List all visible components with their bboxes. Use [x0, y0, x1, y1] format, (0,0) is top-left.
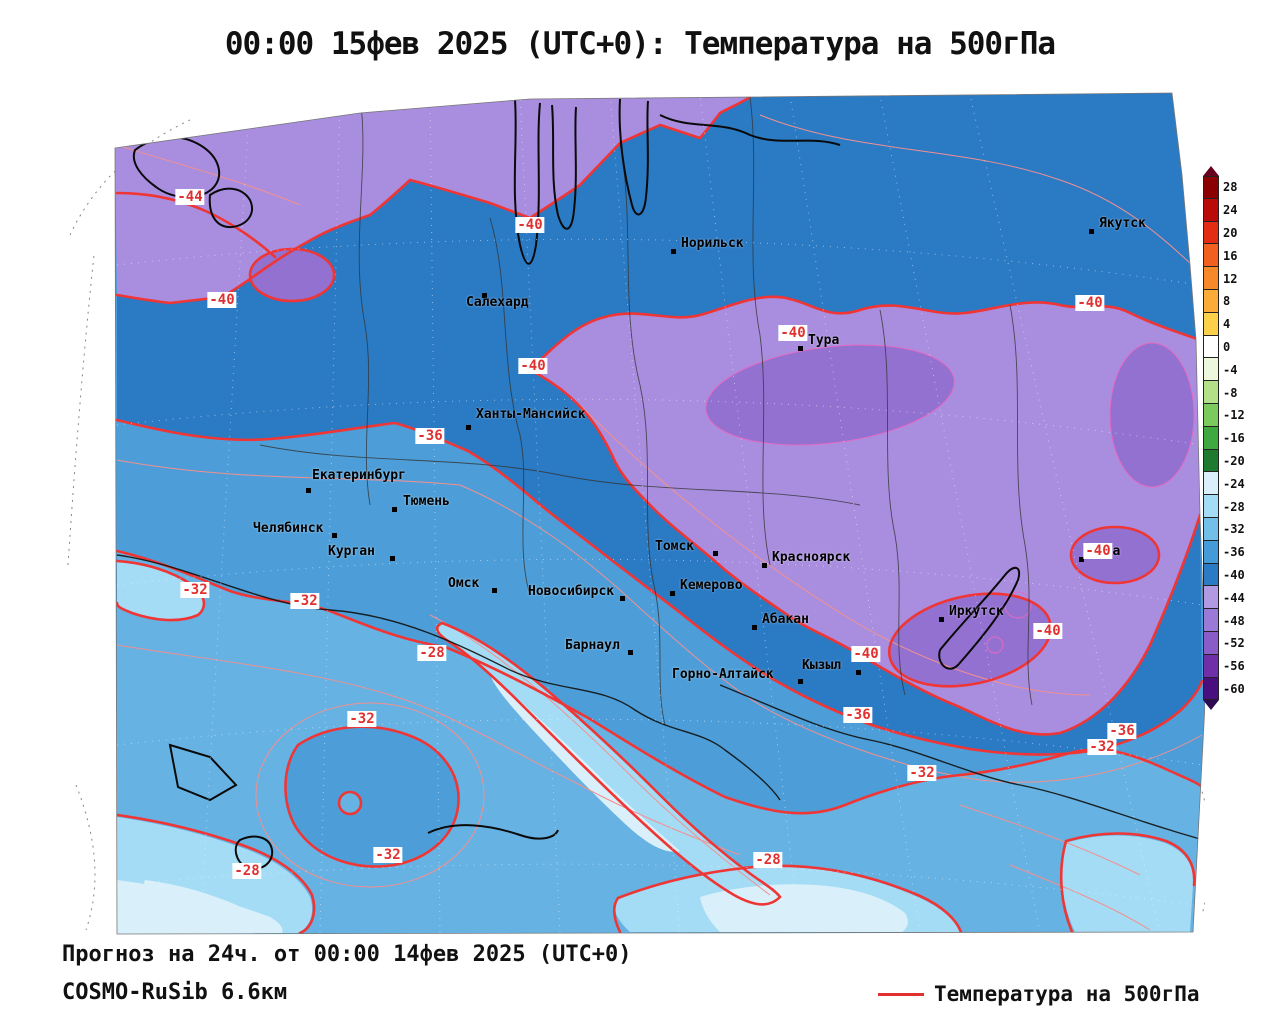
colorbar-cell: 0: [1203, 335, 1263, 359]
colorbar-cell: 8: [1203, 289, 1263, 313]
colorbar-cell: -12: [1203, 403, 1263, 427]
colorbar-cell: 16: [1203, 244, 1263, 268]
colorbar-cell: -36: [1203, 540, 1263, 564]
colorbar-cells: 28 24 20 16 12 8 4 0 -4 -8 -12 -16 -20 -24 -28 -32 -36 -4…: [1203, 176, 1263, 701]
colorbar-swatch: [1203, 449, 1219, 473]
colorbar-tick-label: -48: [1223, 613, 1245, 628]
colorbar-swatch: [1203, 540, 1219, 564]
colorbar-swatch: [1203, 221, 1219, 245]
colorbar-swatch: [1203, 289, 1219, 313]
temperature-colorbar: 28 24 20 16 12 8 4 0 -4 -8 -12 -16 -20 -24 -28 -32 -36 -4…: [1203, 166, 1263, 711]
region-purple-dark-pockets: [250, 249, 1194, 687]
colorbar-swatch: [1203, 267, 1219, 290]
colorbar-cell: -40: [1203, 563, 1263, 587]
colorbar-tick-label: 24: [1223, 203, 1238, 218]
colorbar-swatch: [1203, 677, 1219, 701]
colorbar-cell: 4: [1203, 312, 1263, 336]
colorbar-tick-label: 4: [1223, 317, 1231, 332]
colorbar-swatch: [1203, 517, 1219, 541]
colorbar-swatch: [1203, 335, 1219, 359]
map-area: Якутск Норильск Салехард Тура Ханты-Мансийск…: [60, 85, 1205, 945]
colorbar-tick-label: -4: [1223, 362, 1238, 377]
colorbar-swatch: [1203, 563, 1219, 587]
colorbar-cell: -24: [1203, 472, 1263, 496]
colorbar-tick-label: 8: [1223, 294, 1231, 309]
colorbar-cell: -60: [1203, 677, 1263, 701]
admin-borders: [259, 96, 1033, 726]
colorbar-cell: -56: [1203, 654, 1263, 678]
colorbar-swatch: [1203, 312, 1219, 336]
page-title: 00:00 15фев 2025 (UTC+0): Температура на…: [224, 26, 1056, 62]
colorbar-tick-label: 28: [1223, 180, 1238, 195]
model-info-line: COSMO-RuSib 6.6км: [62, 980, 288, 1005]
colorbar-cell: 12: [1203, 267, 1263, 290]
colorbar-cell: 28: [1203, 176, 1263, 199]
colorbar-swatch: [1203, 472, 1219, 496]
colorbar-swatch: [1203, 586, 1219, 610]
colorbar-tick-label: -16: [1223, 431, 1245, 446]
domain-outline: [114, 92, 1205, 935]
colorbar-cell: -4: [1203, 358, 1263, 382]
colorbar-top-arrow: [1203, 166, 1219, 176]
colorbar-swatch: [1203, 495, 1219, 518]
map-graticule: [116, 94, 1203, 934]
colorbar-cell: -28: [1203, 495, 1263, 518]
colorbar-tick-label: -56: [1223, 659, 1245, 674]
colorbar-tick-label: -36: [1223, 545, 1245, 560]
colorbar-tick-label: -52: [1223, 636, 1245, 651]
colorbar-cell: -52: [1203, 631, 1263, 655]
colorbar-cell: -44: [1203, 586, 1263, 610]
colorbar-swatch: [1203, 609, 1219, 632]
colorbar-tick-label: -12: [1223, 408, 1245, 423]
colorbar-cell: -20: [1203, 449, 1263, 473]
colorbar-swatch: [1203, 381, 1219, 404]
legend: Температура на 500гПа: [878, 982, 1200, 1006]
forecast-info-line: Прогноз на 24ч. от 00:00 14фев 2025 (UTC…: [62, 942, 632, 967]
colorbar-tick-label: -60: [1223, 681, 1245, 696]
colorbar-swatch: [1203, 198, 1219, 222]
contours-thick-red: [115, 95, 1204, 934]
colorbar-cell: 20: [1203, 221, 1263, 245]
colorbar-tick-label: -32: [1223, 522, 1245, 537]
coastlines: [132, 98, 1021, 870]
colorbar-tick-label: 16: [1223, 248, 1238, 263]
colorbar-tick-label: -40: [1223, 567, 1245, 582]
colorbar-cell: -48: [1203, 609, 1263, 632]
colorbar-tick-label: -24: [1223, 476, 1245, 491]
region-closed-pocket: [285, 726, 459, 867]
colorbar-swatch: [1203, 403, 1219, 427]
margin-graticule: [67, 119, 1205, 931]
colorbar-swatch: [1203, 358, 1219, 382]
country-borders: [116, 554, 1203, 841]
colorbar-tick-label: 12: [1223, 271, 1238, 286]
contours-magenta-thin: [705, 342, 1195, 654]
colorbar-swatch: [1203, 426, 1219, 450]
colorbar-cell: -32: [1203, 517, 1263, 541]
legend-red-line: [878, 992, 924, 996]
colorbar-tick-label: -20: [1223, 453, 1245, 468]
colorbar-tick-label: -44: [1223, 590, 1245, 605]
colorbar-swatch: [1203, 654, 1219, 678]
colorbar-cell: -16: [1203, 426, 1263, 450]
colorbar-tick-label: -8: [1223, 385, 1238, 400]
colorbar-cell: 24: [1203, 198, 1263, 222]
colorbar-cell: -8: [1203, 381, 1263, 404]
colorbar-swatch: [1203, 176, 1219, 199]
colorbar-tick-label: 20: [1223, 225, 1238, 240]
colorbar-swatch: [1203, 244, 1219, 268]
colorbar-bottom-arrow: [1203, 700, 1219, 711]
legend-label: Температура на 500гПа: [934, 982, 1200, 1006]
pocket-inner-ring: [339, 792, 361, 814]
forecast-map: [67, 92, 1205, 935]
colorbar-tick-label: 0: [1223, 339, 1231, 354]
colorbar-swatch: [1203, 631, 1219, 655]
lake-baikal: [938, 566, 1021, 670]
colorbar-tick-label: -28: [1223, 499, 1245, 514]
